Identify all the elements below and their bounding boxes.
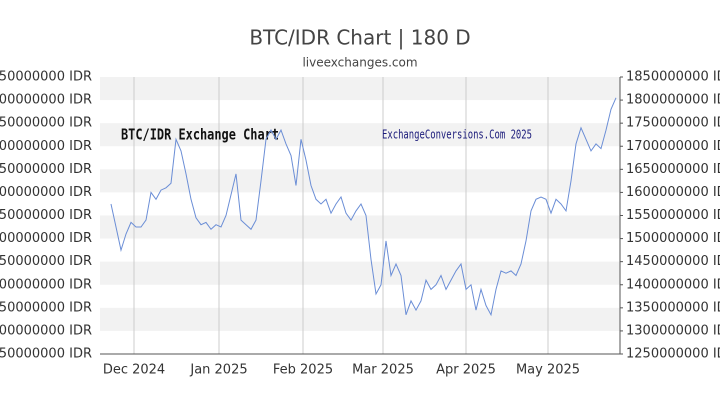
y2-tick-label: 1650000000 IDR bbox=[626, 162, 720, 177]
y-tick-label: 1850000000 IDR bbox=[0, 70, 92, 85]
grid-band bbox=[100, 77, 620, 101]
y-tick-label: 1800000000 IDR bbox=[0, 93, 92, 108]
y-tick-label: 1250000000 IDR bbox=[0, 347, 92, 362]
y2-tick-label: 1450000000 IDR bbox=[626, 254, 720, 269]
y2-tick-label: 1350000000 IDR bbox=[626, 300, 720, 315]
y-tick-label: 1350000000 IDR bbox=[0, 300, 92, 315]
y-tick-label: 1400000000 IDR bbox=[0, 277, 92, 292]
y-tick-label: 1750000000 IDR bbox=[0, 116, 92, 131]
price-line bbox=[110, 97, 617, 317]
x-tick-label: Jan 2025 bbox=[189, 363, 247, 378]
y-tick-label: 1450000000 IDR bbox=[0, 254, 92, 269]
grid-band bbox=[100, 123, 620, 147]
y2-tick-label: 1800000000 IDR bbox=[626, 93, 720, 108]
x-tick-label: May 2025 bbox=[516, 363, 580, 378]
y2-tick-label: 1250000000 IDR bbox=[626, 347, 720, 362]
y-tick-label: 1700000000 IDR bbox=[0, 139, 92, 154]
x-tick-label: Feb 2025 bbox=[273, 363, 333, 378]
y2-tick-label: 1300000000 IDR bbox=[626, 323, 720, 338]
y-tick-label: 1550000000 IDR bbox=[0, 208, 92, 223]
y-tick-label: 1650000000 IDR bbox=[0, 162, 92, 177]
grid-band bbox=[100, 261, 620, 285]
grid-band bbox=[100, 307, 620, 331]
y2-tick-label: 1750000000 IDR bbox=[626, 116, 720, 131]
grid-band bbox=[100, 169, 620, 193]
y2-tick-label: 1850000000 IDR bbox=[626, 70, 720, 85]
chart-title: BTC/IDR Chart | 180 D bbox=[249, 26, 470, 50]
y2-tick-label: 1400000000 IDR bbox=[626, 277, 720, 292]
grid-band bbox=[100, 215, 620, 239]
y2-tick-label: 1550000000 IDR bbox=[626, 208, 720, 223]
y-tick-label: 1500000000 IDR bbox=[0, 231, 92, 246]
x-tick-label: Apr 2025 bbox=[436, 363, 496, 378]
y2-tick-label: 1700000000 IDR bbox=[626, 139, 720, 154]
x-tick-label: Dec 2024 bbox=[103, 363, 165, 378]
y2-tick-label: 1500000000 IDR bbox=[626, 231, 720, 246]
x-tick-label: Mar 2025 bbox=[352, 363, 414, 378]
y-tick-label: 1600000000 IDR bbox=[0, 185, 92, 200]
y2-tick-label: 1600000000 IDR bbox=[626, 185, 720, 200]
annotation: ExchangeConversions.Com 2025 bbox=[382, 128, 532, 142]
y-tick-label: 1300000000 IDR bbox=[0, 323, 92, 338]
chart-subtitle: liveexchanges.com bbox=[302, 56, 417, 70]
annotation: BTC/IDR Exchange Chart bbox=[121, 126, 279, 144]
